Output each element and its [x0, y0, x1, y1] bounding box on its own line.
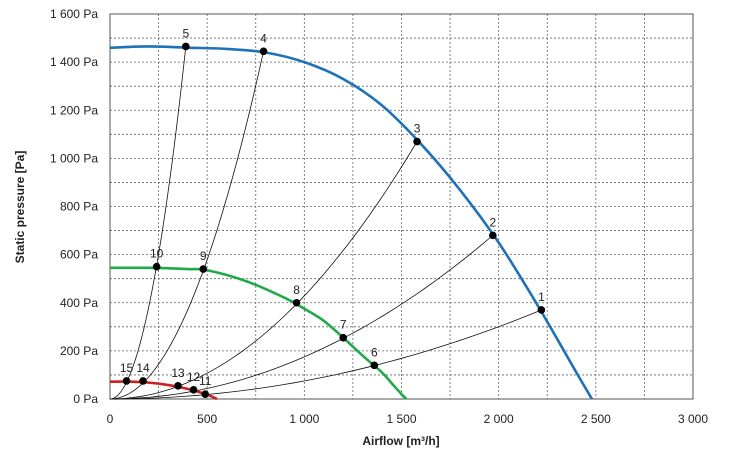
operating-point [139, 377, 147, 385]
operating-point [174, 381, 182, 390]
y-tick-label: 1 000 Pa [50, 151, 98, 165]
operating-point [201, 390, 210, 398]
operating-point [259, 47, 268, 56]
x-axis-ticks: 0 500 1 000 1 500 2 000 2 500 3 000 [107, 412, 709, 426]
x-tick-label: 1 500 [386, 412, 416, 426]
y-tick-label: 800 Pa [60, 200, 98, 214]
grid [110, 14, 693, 399]
y-tick-label: 600 Pa [60, 248, 98, 262]
x-tick-label: 2 000 [484, 412, 514, 426]
operating-point [152, 262, 161, 271]
fan-curve [109, 266, 408, 400]
operating-point [537, 306, 546, 314]
y-axis-ticks: 0 Pa 200 Pa 400 Pa 600 Pa 800 Pa 1 000 Pa 1 20… [50, 7, 98, 406]
x-tick-label: 2 500 [581, 412, 611, 426]
operating-point-label: 15 [120, 361, 134, 375]
y-tick-label: 1 400 Pa [50, 55, 98, 69]
operating-point-label: 4 [260, 31, 267, 45]
operating-point [413, 137, 421, 146]
operating-point [181, 42, 190, 51]
fan-curves [109, 45, 594, 401]
system-curves [109, 46, 542, 400]
system-curve [109, 235, 494, 400]
operating-point-label: 14 [136, 361, 150, 375]
y-tick-label: 1 600 Pa [50, 7, 98, 21]
operating-point [292, 298, 301, 307]
operating-point [370, 361, 379, 370]
system-curve [109, 46, 187, 400]
x-tick-label: 0 [107, 412, 114, 426]
y-tick-label: 1 200 Pa [50, 103, 98, 117]
operating-point-label: 3 [414, 122, 421, 136]
system-curve [109, 309, 542, 400]
operating-point [339, 333, 348, 342]
system-curve [109, 141, 418, 400]
operating-point-label: 7 [340, 318, 347, 332]
operating-point-label: 2 [489, 215, 496, 229]
y-tick-label: 200 Pa [60, 344, 98, 358]
operating-point-label: 13 [171, 366, 185, 380]
y-axis-title: Static pressure [Pa] [13, 151, 27, 264]
y-tick-label: 400 Pa [60, 296, 98, 310]
operating-point [199, 265, 208, 273]
plot-frame [109, 13, 694, 400]
operating-point [122, 377, 131, 385]
operating-point-label: 6 [371, 345, 378, 359]
operating-point-label: 11 [199, 374, 212, 388]
operating-point-label: 9 [200, 249, 207, 263]
operating-point-label: 12 [187, 370, 201, 384]
x-tick-label: 1 000 [289, 412, 319, 426]
operating-point-label: 8 [293, 283, 300, 297]
x-tick-label: 3 000 [678, 412, 708, 426]
operating-point-label: 1 [538, 290, 545, 304]
x-axis-title: Airflow [m³/h] [362, 434, 439, 448]
operating-point [489, 231, 497, 240]
fan-curve [109, 45, 594, 400]
system-curve [109, 51, 264, 400]
operating-point-label: 5 [182, 26, 189, 40]
x-tick-label: 500 [197, 412, 217, 426]
operating-point [189, 386, 198, 394]
operating-point-label: 10 [150, 247, 164, 261]
y-tick-label: 0 Pa [73, 392, 98, 406]
